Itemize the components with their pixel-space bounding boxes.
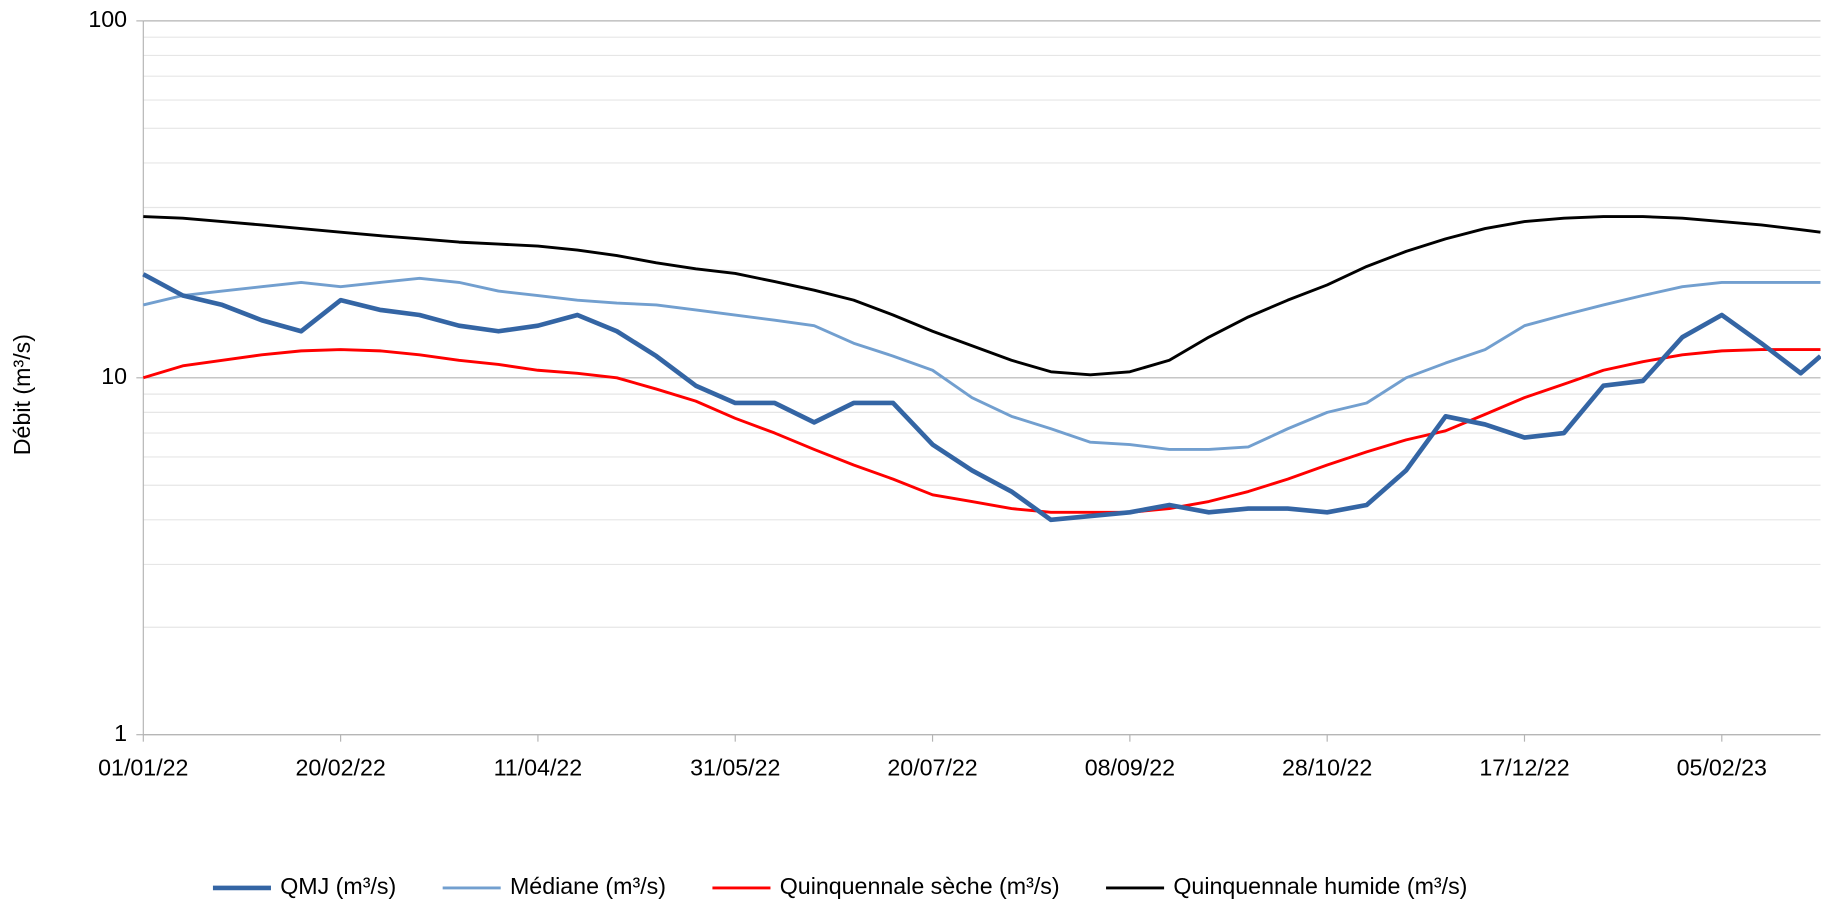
x-tick-label: 17/12/22 xyxy=(1479,755,1569,781)
y-axis-label: Débit (m³/s) xyxy=(9,334,35,455)
y-tick-label: 1 xyxy=(114,720,127,746)
legend-label: Quinquennale humide (m³/s) xyxy=(1173,873,1467,899)
x-tick-label: 05/02/23 xyxy=(1677,755,1767,781)
y-tick-label: 10 xyxy=(101,363,127,389)
x-tick-label: 31/05/22 xyxy=(690,755,780,781)
legend-label: Médiane (m³/s) xyxy=(510,873,666,899)
series-line xyxy=(142,276,1821,451)
x-tick-label: 01/01/22 xyxy=(98,755,188,781)
legend-label: QMJ (m³/s) xyxy=(280,873,396,899)
x-tick-label: 28/10/22 xyxy=(1282,755,1372,781)
legend-label: Quinquennale sèche (m³/s) xyxy=(780,873,1060,899)
x-tick-label: 20/02/22 xyxy=(295,755,385,781)
series-line xyxy=(143,215,1821,377)
x-tick-label: 11/04/22 xyxy=(494,755,583,781)
series-line xyxy=(142,272,1821,523)
x-tick-label: 20/07/22 xyxy=(887,755,977,781)
x-tick-label: 08/09/22 xyxy=(1085,755,1175,781)
y-tick-label: 100 xyxy=(88,6,127,32)
series-line xyxy=(142,348,1821,514)
